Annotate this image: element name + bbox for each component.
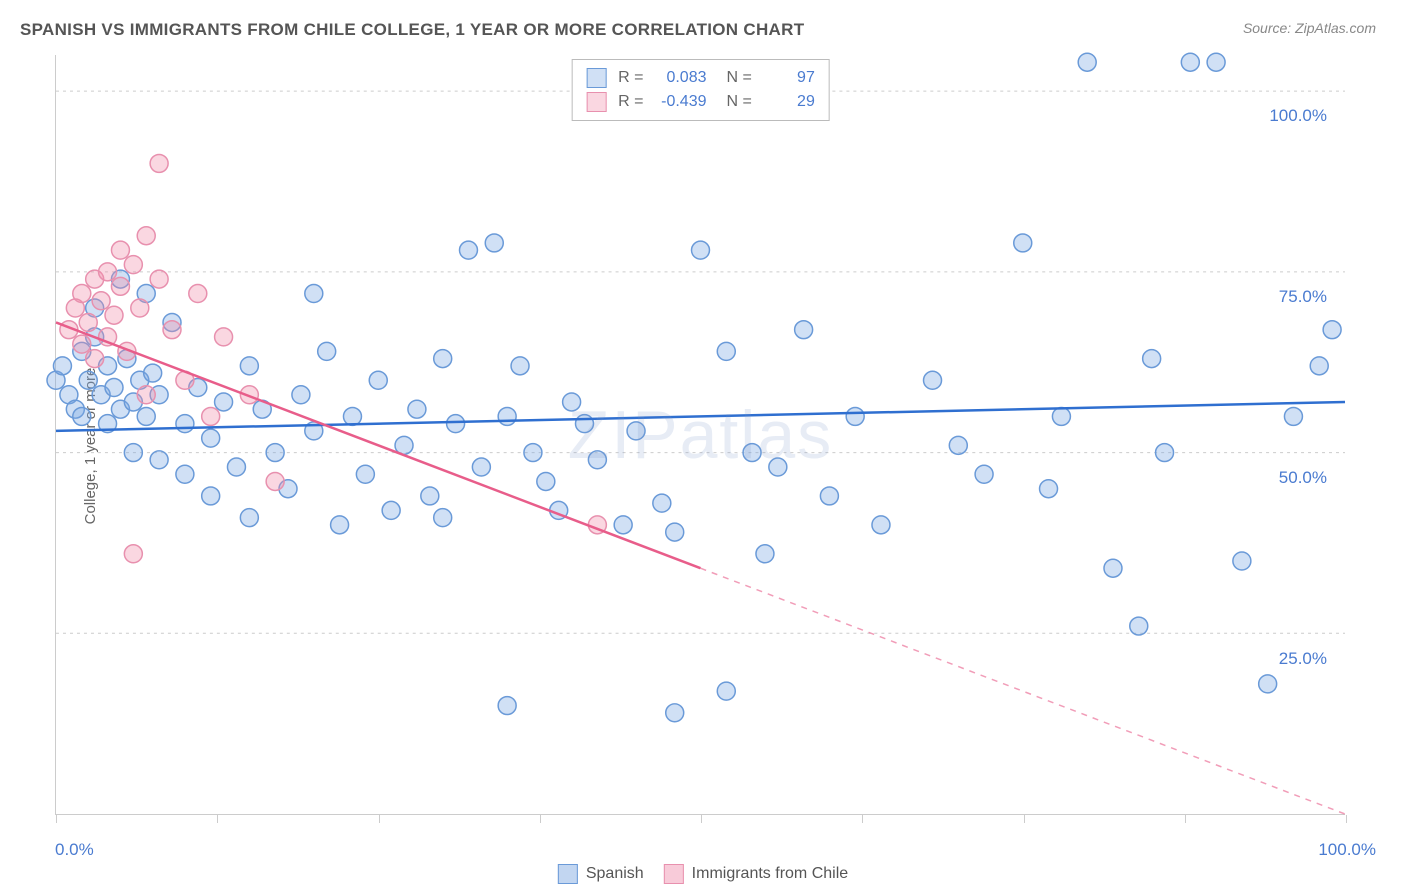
x-tick-mark bbox=[701, 815, 702, 823]
r-label: R = bbox=[618, 69, 643, 87]
x-tick-mark bbox=[379, 815, 380, 823]
r-label: R = bbox=[618, 93, 643, 111]
x-tick-mark bbox=[1346, 815, 1347, 823]
series-legend: Spanish Immigrants from Chile bbox=[558, 864, 848, 884]
x-tick-mark bbox=[1024, 815, 1025, 823]
swatch-spanish bbox=[586, 68, 606, 88]
n-label: N = bbox=[727, 69, 752, 87]
y-tick-label: 50.0% bbox=[1279, 468, 1327, 488]
n-label: N = bbox=[727, 93, 752, 111]
swatch-spanish-icon bbox=[558, 864, 578, 884]
plot-svg bbox=[56, 55, 1345, 814]
legend-row-chile: R = -0.439 N = 29 bbox=[586, 90, 815, 114]
legend-label-chile: Immigrants from Chile bbox=[692, 865, 848, 883]
x-tick-min: 0.0% bbox=[55, 840, 94, 860]
source-attribution: Source: ZipAtlas.com bbox=[1243, 20, 1376, 36]
x-tick-mark bbox=[1185, 815, 1186, 823]
legend-label-spanish: Spanish bbox=[586, 865, 644, 883]
y-tick-label: 100.0% bbox=[1269, 106, 1327, 126]
legend-item-chile: Immigrants from Chile bbox=[664, 864, 848, 884]
y-tick-label: 25.0% bbox=[1279, 649, 1327, 669]
chart-title: SPANISH VS IMMIGRANTS FROM CHILE COLLEGE… bbox=[20, 20, 804, 40]
x-tick-mark bbox=[217, 815, 218, 823]
legend-item-spanish: Spanish bbox=[558, 864, 644, 884]
legend-row-spanish: R = 0.083 N = 97 bbox=[586, 66, 815, 90]
x-tick-mark bbox=[56, 815, 57, 823]
correlation-legend: R = 0.083 N = 97 R = -0.439 N = 29 bbox=[571, 59, 830, 121]
x-tick-mark bbox=[540, 815, 541, 823]
n-value-spanish: 97 bbox=[760, 69, 815, 87]
r-value-chile: -0.439 bbox=[652, 93, 707, 111]
swatch-chile-icon bbox=[664, 864, 684, 884]
y-tick-label: 75.0% bbox=[1279, 287, 1327, 307]
plot-area: ZIPatlas R = 0.083 N = 97 R = -0.439 N =… bbox=[55, 55, 1345, 815]
chart-container: SPANISH VS IMMIGRANTS FROM CHILE COLLEGE… bbox=[0, 0, 1406, 892]
r-value-spanish: 0.083 bbox=[652, 69, 707, 87]
n-value-chile: 29 bbox=[760, 93, 815, 111]
x-tick-max: 100.0% bbox=[1318, 840, 1376, 860]
x-tick-mark bbox=[862, 815, 863, 823]
swatch-chile bbox=[586, 92, 606, 112]
